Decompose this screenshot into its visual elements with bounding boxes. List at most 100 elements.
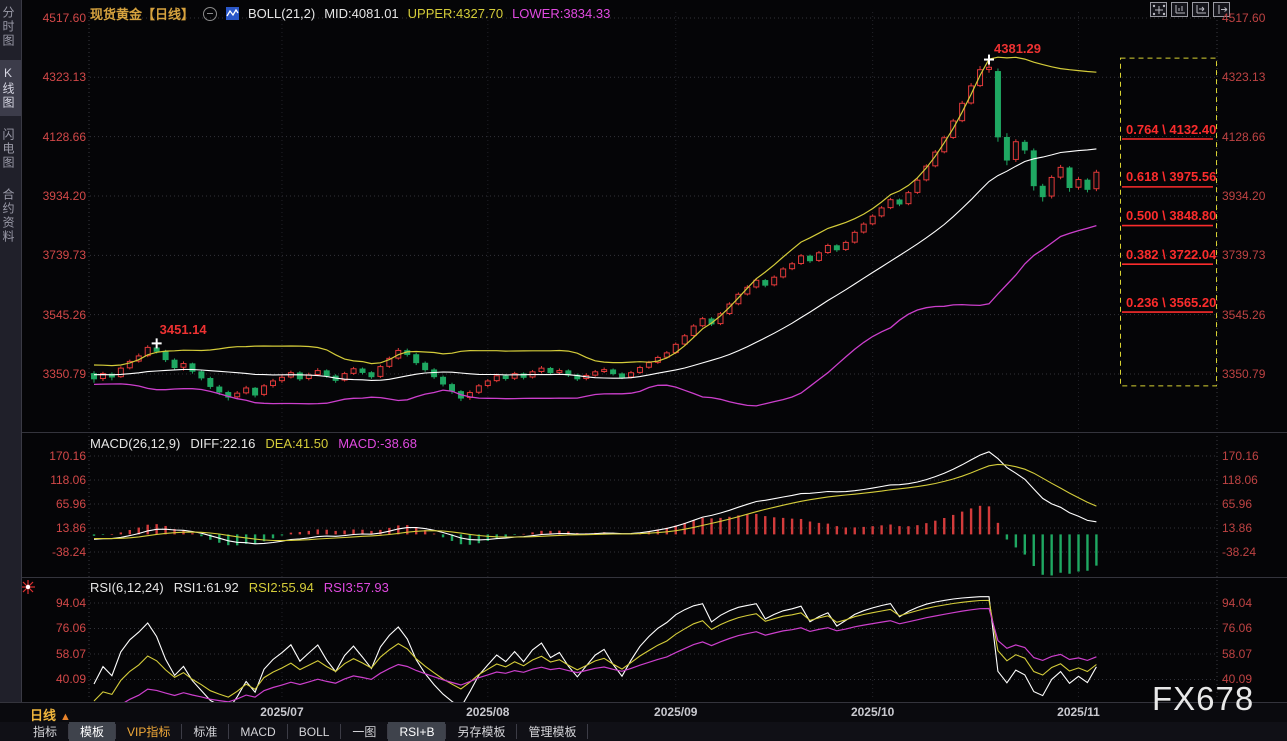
rsi-title: RSI(6,12,24) (90, 580, 164, 595)
macd-title: MACD(26,12,9) (90, 436, 181, 451)
candlestick-plot (91, 56, 1100, 407)
rsi-plot (93, 596, 1097, 706)
period-selector[interactable]: 日线 ▲ (30, 705, 71, 724)
sidebar-item-1[interactable]: K线图 (0, 60, 21, 116)
y-axis-label-macd-right: 118.06 (1222, 472, 1258, 487)
y-axis-label-rsi-right: 40.09 (1222, 672, 1253, 687)
y-axis-label-macd-left: 170.16 (49, 448, 86, 463)
y-axis-label-macd-left: 13.86 (55, 521, 86, 535)
toolbar-divider (286, 724, 288, 739)
fib-level-label: 0.236 \ 3565.20 (1126, 294, 1217, 310)
y-axis-label-main-left: 3350.79 (42, 367, 86, 381)
toolbar-divider (68, 724, 70, 739)
mini-chart-logo-icon (226, 7, 240, 20)
boll-mid-value: MID:4081.01 (324, 6, 399, 21)
x-axis-month-label: 2025/09 (654, 705, 698, 719)
period-arrow-icon: ▲ (60, 711, 71, 723)
y-axis-label-main-left: 3739.73 (42, 248, 86, 263)
y-axis-label-rsi-left: 40.09 (55, 672, 86, 687)
period-label: 日线 (30, 708, 57, 723)
panel-separator (0, 577, 1287, 578)
y-axis-label-main-right: 4323.13 (1222, 70, 1266, 85)
sidebar-item-3[interactable]: 合约资料 (1, 188, 15, 244)
swing-high-annotation: 3451.14 (159, 322, 207, 338)
y-axis-label-rsi-right: 94.04 (1222, 596, 1253, 610)
rsi-panel-header: RSI(6,12,24) RSI1:61.92 RSI2:55.94 RSI3:… (90, 580, 389, 595)
toolbar-item-3[interactable]: 标准 (193, 725, 218, 739)
x-axis-month-label: 2025/08 (466, 705, 510, 719)
toolbar-item-4[interactable]: MACD (240, 724, 276, 739)
boll-label: BOLL(21,2) (248, 6, 316, 21)
x-axis-month-label: 2025/11 (1057, 705, 1100, 719)
fib-retracement-tool[interactable] (1120, 57, 1217, 387)
y-axis-label-main-left: 4517.60 (42, 10, 86, 25)
y-axis-label-main-left: 3934.20 (42, 188, 86, 203)
toolbar-divider (228, 724, 230, 739)
bottom-toolbar: 指标 模板 VIP指标 标准 MACD BOLL 一图 RSI+B 另存模板 管理模板 (0, 722, 1287, 741)
indicator-settings-starburst-icon[interactable] (20, 579, 36, 595)
macd-plot (92, 451, 1098, 576)
watermark: FX678 (1152, 680, 1255, 717)
axis-zoom-out-icon[interactable] (1192, 2, 1209, 17)
y-axis-label-macd-right: 170.16 (1222, 448, 1259, 463)
y-axis-label-rsi-right: 58.07 (1222, 647, 1253, 661)
y-axis-label-rsi-left: 76.06 (55, 621, 86, 636)
toolbar-divider (387, 724, 389, 739)
toolbar-item-7[interactable]: RSI+B (388, 722, 446, 741)
y-axis-label-main-left: 3545.26 (42, 307, 86, 322)
chart-tool-icons (1150, 2, 1230, 17)
panel-separator (0, 432, 1287, 433)
y-axis-label-rsi-left: 94.04 (55, 596, 86, 610)
rsi2-value: RSI2:55.94 (248, 580, 314, 595)
toolbar-divider (516, 724, 518, 739)
rsi3-value: RSI3:57.93 (323, 580, 389, 595)
sidebar-item-2[interactable]: 闪电图 (1, 128, 15, 170)
y-axis-label-main-right: 4128.66 (1222, 129, 1266, 144)
toolbar-item-9[interactable]: 管理模板 (528, 725, 577, 739)
y-axis-label-rsi-left: 58.07 (55, 647, 86, 661)
y-axis-label-main-right: 3545.26 (1222, 307, 1266, 322)
collapse-minus-icon[interactable] (203, 6, 218, 21)
toolbar-item-6[interactable]: 一图 (352, 725, 377, 739)
price-cross-marker (984, 54, 994, 65)
y-axis-label-macd-left: -38.24 (51, 545, 86, 559)
y-axis-label-macd-right: 13.86 (1222, 521, 1253, 535)
x-axis-month-label: 2025/10 (850, 705, 895, 719)
x-axis-row: 日线 ▲ 2025/07 2025/08 2025/09 2025/10 2025/11 (0, 703, 1287, 724)
y-axis-label-main-left: 4323.13 (42, 70, 86, 85)
boll-lower-value: LOWER:3834.33 (512, 6, 611, 21)
crosshair-icon[interactable] (1150, 2, 1167, 17)
rsi1-value: RSI1:61.92 (173, 580, 239, 595)
price-cross-marker (151, 338, 162, 349)
panel-separator (0, 702, 1287, 703)
toolbar-item-0[interactable]: 指标 (33, 725, 58, 739)
macd-panel-header: MACD(26,12,9) DIFF:22.16 DEA:41.50 MACD:… (90, 436, 417, 451)
peak-price-annotation: 4381.29 (994, 40, 1041, 56)
fib-level-label: 0.500 \ 3848.80 (1126, 208, 1217, 224)
y-axis-label-macd-left: 65.96 (55, 496, 86, 511)
sidebar-item-0[interactable]: 分时图 (1, 6, 15, 48)
boll-upper-value: UPPER:4327.70 (407, 6, 504, 21)
left-sidebar: 分时图 K线图闪电图合约资料 (0, 0, 22, 702)
y-axis-label-main-right: 3350.79 (1222, 367, 1266, 381)
main-chart-header: 现货黄金【日线】 BOLL(21,2) MID:4081.01 UPPER:43… (90, 4, 610, 23)
toolbar-item-5[interactable]: BOLL (298, 724, 330, 739)
symbol-title[interactable]: 现货黄金【日线】 (90, 7, 195, 22)
fib-level-label: 0.382 \ 3722.04 (1126, 246, 1217, 262)
y-axis-label-main-left: 4128.66 (42, 129, 86, 144)
y-axis-label-main-right: 3934.20 (1222, 188, 1266, 203)
gridlines (88, 12, 1218, 700)
macd-value: MACD:-38.68 (338, 436, 417, 451)
toolbar-divider (115, 724, 117, 739)
toolbar-item-2[interactable]: VIP指标 (127, 725, 171, 739)
y-axis-label-main-right: 4517.60 (1222, 10, 1266, 25)
pan-right-icon[interactable] (1213, 2, 1230, 17)
fib-level-label: 0.764 \ 4132.40 (1126, 121, 1217, 137)
toolbar-item-1[interactable]: 模板 (69, 722, 116, 741)
macd-diff-value: DIFF:22.16 (190, 436, 256, 451)
fib-level-label: 0.618 \ 3975.56 (1126, 169, 1217, 185)
toolbar-item-8[interactable]: 另存模板 (457, 725, 506, 739)
y-axis-label-macd-left: 118.06 (50, 472, 86, 487)
axis-zoom-in-icon[interactable] (1171, 2, 1188, 17)
